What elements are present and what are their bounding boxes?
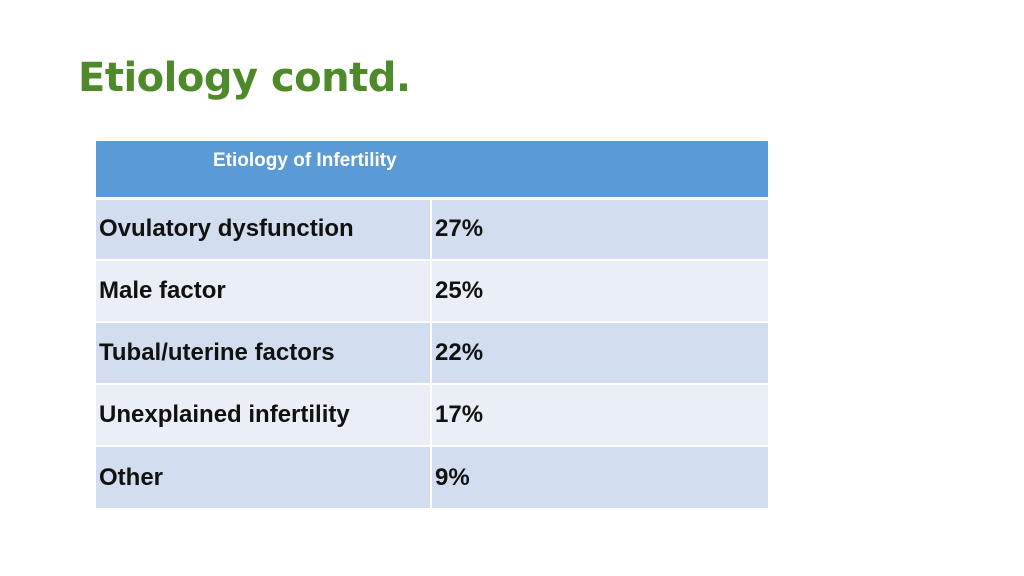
percent-cell: 25% xyxy=(431,260,769,323)
table-row: Male factor 25% xyxy=(96,260,769,323)
table-header: Etiology of Infertility xyxy=(96,141,769,200)
slide-title: Etiology contd. xyxy=(78,55,411,101)
etiology-table: Etiology of Infertility Ovulatory dysfun… xyxy=(96,141,769,508)
factor-cell: Unexplained infertility xyxy=(96,384,432,447)
factor-cell: Other xyxy=(96,446,432,508)
percent-cell: 17% xyxy=(431,384,769,447)
table-row: Ovulatory dysfunction 27% xyxy=(96,198,769,261)
etiology-table-container: Etiology of Infertility Ovulatory dysfun… xyxy=(96,141,769,508)
table-header-row: Etiology of Infertility xyxy=(96,141,769,200)
factor-cell: Tubal/uterine factors xyxy=(96,322,432,385)
percent-cell: 22% xyxy=(431,322,769,385)
factor-cell: Ovulatory dysfunction xyxy=(96,198,432,261)
percent-cell: 9% xyxy=(431,446,769,508)
table-row: Unexplained infertility 17% xyxy=(96,384,769,447)
percent-cell: 27% xyxy=(431,198,769,261)
table-row: Other 9% xyxy=(96,446,769,508)
factor-cell: Male factor xyxy=(96,260,432,323)
table-row: Tubal/uterine factors 22% xyxy=(96,322,769,385)
